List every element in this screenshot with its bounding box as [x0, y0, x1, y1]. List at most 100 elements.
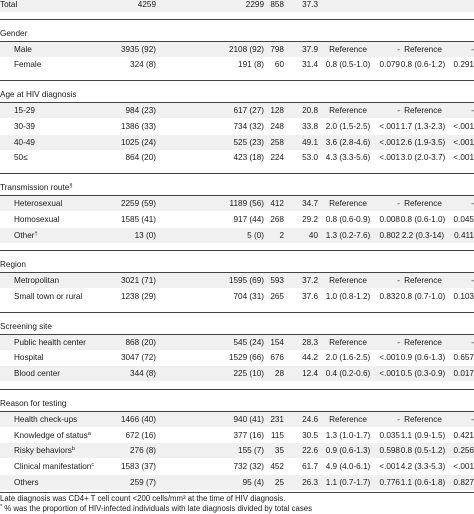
row-label-text: Female	[14, 60, 42, 70]
section-title-text: Age at HIV diagnosis	[0, 90, 77, 100]
footnote-text: Late diagnosis was CD4+ T cell count <20…	[0, 493, 286, 503]
cell-value: 5 (0)	[247, 230, 264, 240]
cell-value: 0.8 (0.6-1.2)	[400, 60, 446, 70]
table-row: 30-39 1386 (33) 734 (32) 248 33.8 2.0 (1.5-2.…	[0, 118, 474, 134]
cell-value: 248	[270, 121, 284, 131]
cell-value: 4259	[137, 0, 156, 9]
cell-value: 3047 (72)	[120, 353, 156, 363]
section-divider	[0, 18, 474, 20]
row-label-text: 40-49	[14, 137, 35, 147]
cell-value: 0.4 (0.2-0.6)	[325, 369, 371, 379]
cell-value: 268	[270, 214, 284, 224]
cell-value: -	[397, 276, 400, 286]
row-label: Hospital	[14, 350, 44, 365]
row-label-text: Clinical manifestation	[14, 462, 92, 472]
row-label: Total	[0, 0, 18, 9]
cell-value: 22.6	[302, 446, 318, 456]
cell-value: 0.103	[453, 292, 474, 301]
cell-value: 95 (4)	[242, 478, 264, 487]
cell-value: -	[397, 337, 400, 347]
cell-value: 2.6 (1.9-3.5)	[400, 137, 446, 147]
cell-value: 0.832	[379, 292, 401, 301]
table-row: Blood center 344 (8) 225 (10) 28 12.4 0.4 (0.…	[0, 366, 474, 382]
cell-value: 0.657	[453, 353, 474, 363]
cell-value: -	[471, 414, 474, 424]
row-label: 15-29	[14, 103, 35, 118]
cell-value: -	[471, 199, 474, 208]
section-header: Reason for testing	[0, 396, 474, 411]
row-label-text: Other	[14, 230, 35, 240]
cell-value: Reference	[404, 199, 442, 208]
section-divider	[0, 80, 474, 82]
section-rule	[0, 40, 474, 42]
cell-value: 525 (23)	[233, 137, 265, 147]
footnote: Late diagnosis was CD4+ T cell count <20…	[0, 494, 474, 504]
cell-value: 231	[270, 414, 284, 424]
cell-value: 917 (44)	[233, 214, 265, 224]
table-row: 50≤ 864 (20) 423 (18) 224 53.0 4.3 (3.3-5.6) <…	[0, 150, 474, 166]
cell-value: <.001	[379, 121, 400, 131]
row-label: Metropolitan	[14, 273, 59, 288]
cell-value: Reference	[329, 414, 367, 424]
cell-value: Reference	[404, 106, 442, 115]
cell-value: 1025 (24)	[120, 137, 156, 147]
cell-value: 2299	[245, 0, 264, 9]
cell-value: <.001	[379, 353, 400, 363]
row-label: Male	[14, 42, 32, 57]
cell-value: 1189 (56)	[229, 199, 264, 208]
section-rule	[0, 102, 474, 103]
section-title: Region	[0, 257, 26, 272]
cell-value: 0.8 (0.5-1.2)	[400, 446, 446, 456]
row-label: Female	[14, 57, 41, 72]
cell-value: 1.3 (0.2-7.6)	[325, 230, 371, 240]
section-title: Screening site	[0, 319, 52, 334]
table-row-total: Total 4259 2299 858 37.3	[0, 0, 474, 12]
cell-value: 37.6	[302, 292, 318, 301]
cell-value: 155 (7)	[238, 446, 264, 456]
cell-value: 191 (8)	[238, 60, 264, 70]
cell-value: 1.3 (1.0-1.7)	[325, 430, 371, 440]
footnote-marker: †	[34, 230, 38, 237]
cell-value: 61.7	[302, 462, 318, 472]
cell-value: 224	[270, 153, 284, 163]
cell-value: Reference	[329, 337, 367, 347]
cell-value: 0.045	[453, 214, 474, 224]
cell-value: <.001	[453, 137, 474, 147]
cell-value: -	[397, 414, 400, 424]
cell-value: 1386 (33)	[120, 121, 156, 131]
cell-value: 1529 (66)	[228, 353, 264, 363]
row-label: Small town or rural	[14, 289, 82, 304]
table-row: Female 324 (8) 191 (8) 60 31.4 0.8 (0.5-1.0) 0…	[0, 57, 474, 73]
table-row: Others 259 (7) 95 (4) 25 26.3 1.1 (0.7-1.7) 0.…	[0, 475, 474, 490]
row-label: Homosexual	[14, 212, 60, 227]
cell-value: 128	[270, 106, 284, 115]
cell-value: 31.4	[302, 60, 318, 70]
cell-value: 0.598	[379, 446, 401, 456]
table-row: Heterosexual 2259 (59) 1189 (56) 412 34.7 Ref…	[0, 196, 474, 211]
cell-value: <.001	[453, 153, 474, 163]
cell-value: 20.8	[302, 106, 318, 115]
cell-value: 4.3 (3.3-5.6)	[325, 153, 371, 163]
cell-value: 60	[274, 60, 284, 70]
cell-value: 3021 (71)	[120, 276, 156, 286]
table-row: Small town or rural 1238 (29) 704 (31) 265 3…	[0, 289, 474, 304]
table-row: Other† 13 (0) 5 (0) 2 40 1.3 (0.2-7.6) 0.802 2.…	[0, 227, 474, 243]
table-row: 40-49 1025 (24) 525 (23) 258 49.1 3.6 (2.8-4.…	[0, 134, 474, 150]
cell-value: <.001	[453, 121, 474, 131]
cell-value: 1.0 (0.8-1.2)	[325, 292, 371, 301]
cell-value: 44.2	[302, 353, 318, 363]
cell-value: Reference	[329, 106, 367, 115]
section-title: Transmission route§	[0, 180, 72, 195]
table-row: Risky behaviorsb 276 (8) 155 (7) 35 22.6 0.9 …	[0, 443, 474, 459]
cell-value: 0.9 (0.6-1.3)	[400, 353, 446, 363]
row-label: Blood center	[14, 366, 60, 381]
cell-value: 0.8 (0.7-1.0)	[400, 292, 446, 301]
table-row: Homosexual 1585 (41) 917 (44) 268 29.2 0.8 (0…	[0, 211, 474, 227]
cell-value: 0.8 (0.5-1.0)	[325, 60, 371, 70]
cell-value: -	[397, 199, 400, 208]
cell-value: 704 (31)	[233, 292, 265, 301]
cell-value: 0.291	[453, 60, 474, 70]
cell-value: Reference	[404, 276, 442, 286]
table-row: Male 3935 (92) 2108 (92) 798 37.9 Reference - R…	[0, 41, 474, 57]
cell-value: Reference	[404, 337, 442, 347]
